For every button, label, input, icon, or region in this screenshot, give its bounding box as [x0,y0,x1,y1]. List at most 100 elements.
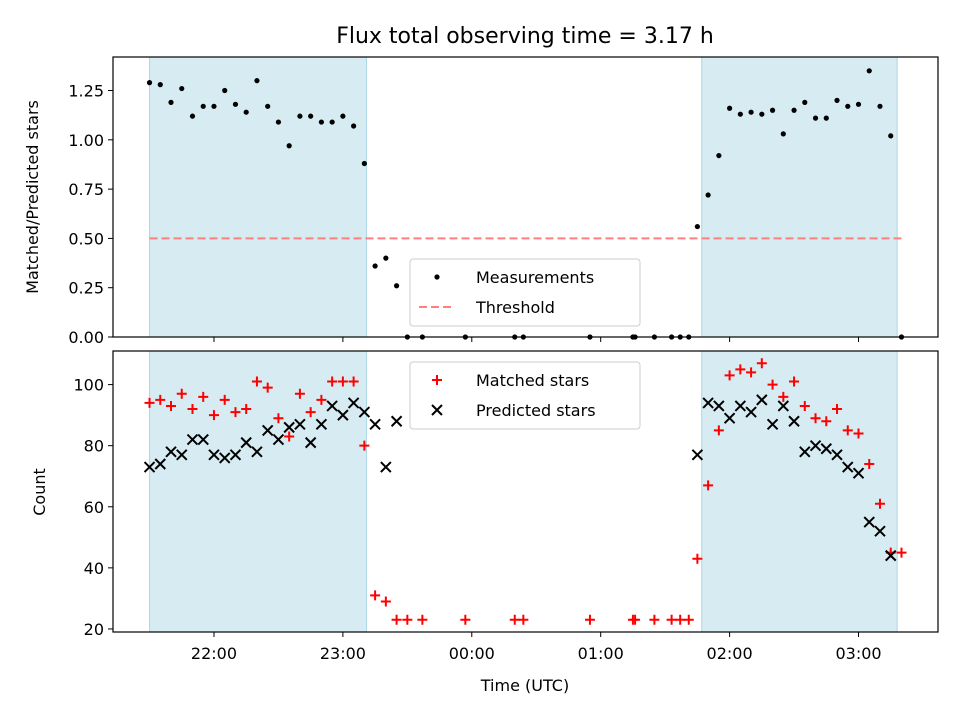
measurements-point [393,283,400,289]
matched-stars-point [896,547,907,558]
measurements-point [780,131,786,137]
predicted-stars-point [777,400,790,412]
top-y-tick-label: 0.25 [68,279,104,298]
measurements-point [737,111,743,117]
predicted-stars-point [283,421,295,434]
predicted-stars-point [809,439,822,452]
measurements-point [146,80,153,86]
matched-stars-point [208,410,219,421]
matched-stars-point [219,394,230,405]
matched-stars-point [692,553,703,564]
predicted-stars-point [369,418,381,431]
matched-stars-point [724,370,735,381]
matched-stars-point [417,614,428,625]
predicted-stars-point [186,433,199,446]
measurements-point [200,103,206,109]
matched-stars-point [359,440,370,451]
legend-label: Matched stars [476,371,589,390]
measurements-point [372,263,378,269]
predicted-stars-point [713,400,725,412]
measurements-point [834,97,840,103]
measurements-point [157,82,163,88]
matched-stars-point [756,358,767,369]
matched-stars-point [509,614,520,625]
matched-stars-point [166,400,177,411]
bottom-axes: 20 40 60 80 100 22:00 23:00 00:00 01:00 02:00 03:… [30,350,939,695]
bottom-series [143,358,907,625]
measurements-point [694,223,700,230]
matched-stars-point [187,404,198,415]
predicted-stars-point [294,418,306,431]
matched-stars-point [402,614,413,625]
legend-swatch-predicted-stars [431,404,443,416]
top-y-tick-label: 0.50 [68,229,104,248]
matched-stars-point [327,376,338,387]
bottom-legend: Matched stars Predicted stars [409,361,641,430]
measurements-point [812,115,819,121]
x-axis-label: Time (UTC) [480,676,569,695]
measurements-point [351,123,357,129]
bottom-y-tick-label: 100 [73,376,104,395]
predicted-stars-point [788,415,800,427]
matched-stars-point [198,391,209,402]
bottom-y-tick-label: 40 [84,559,104,578]
measurements-point [297,113,303,119]
x-tick-label: 23:00 [320,644,366,663]
bottom-shaded-span [149,350,368,633]
measurements-point [329,119,335,125]
measurements-point [340,113,346,119]
bottom-y-axis-label: Count [30,468,49,516]
measurements-point [845,103,851,109]
legend-box [409,258,641,327]
matched-stars-point [316,394,327,405]
measurements-point [168,99,174,105]
legend-box [409,361,641,430]
matched-stars-point [230,407,241,418]
matched-stars-point [251,376,262,387]
predicted-stars-point [863,516,875,528]
bottom-x-ticks: 22:00 23:00 00:00 01:00 02:00 03:00 [191,632,882,663]
bottom-y-tick-label: 60 [84,498,104,517]
measurements-point [361,160,367,167]
measurements-point [179,85,185,92]
bottom-axes-frame [112,350,939,633]
matched-stars-point [380,596,391,607]
measurements-point [823,115,829,121]
measurements-point [748,109,754,115]
matched-stars-point [703,480,714,491]
bottom-y-tick-label: 80 [84,437,104,456]
matched-stars-point [630,614,641,625]
measurements-point [759,111,765,117]
measurements-point [286,143,292,149]
predicted-stars-point [347,397,360,409]
measurements-point [222,87,228,94]
matched-stars-point [778,391,789,402]
predicted-stars-point [723,412,736,424]
top-y-ticks: 0.00 0.25 0.50 0.75 1.00 1.25 [68,82,113,347]
matched-stars-point [176,388,187,399]
bottom-shaded-span [701,350,898,633]
predicted-stars-point [831,449,843,461]
predicted-stars-point [176,449,188,461]
x-tick-label: 02:00 [707,644,753,663]
matched-stars-point [853,428,864,439]
measurements-point [791,107,797,113]
matched-stars-point [370,590,381,601]
predicted-stars-point [390,415,403,427]
predicted-stars-point [745,406,757,418]
predicted-stars-point [842,461,854,473]
predicted-stars-point [165,446,177,458]
matched-stars-point [284,431,295,442]
top-legend: Measurements Threshold [409,258,641,327]
matched-stars-point [735,364,746,375]
bottom-y-tick-label: 20 [84,620,104,639]
predicted-stars-point [261,424,274,437]
matched-stars-point [305,407,316,418]
measurements-point [802,99,808,105]
measurements-point [877,103,883,109]
matched-stars-point [799,400,810,411]
top-y-tick-label: 0.00 [68,328,104,347]
predicted-stars-point [251,446,263,458]
matched-stars-point [864,459,875,470]
legend-label: Predicted stars [476,401,596,420]
